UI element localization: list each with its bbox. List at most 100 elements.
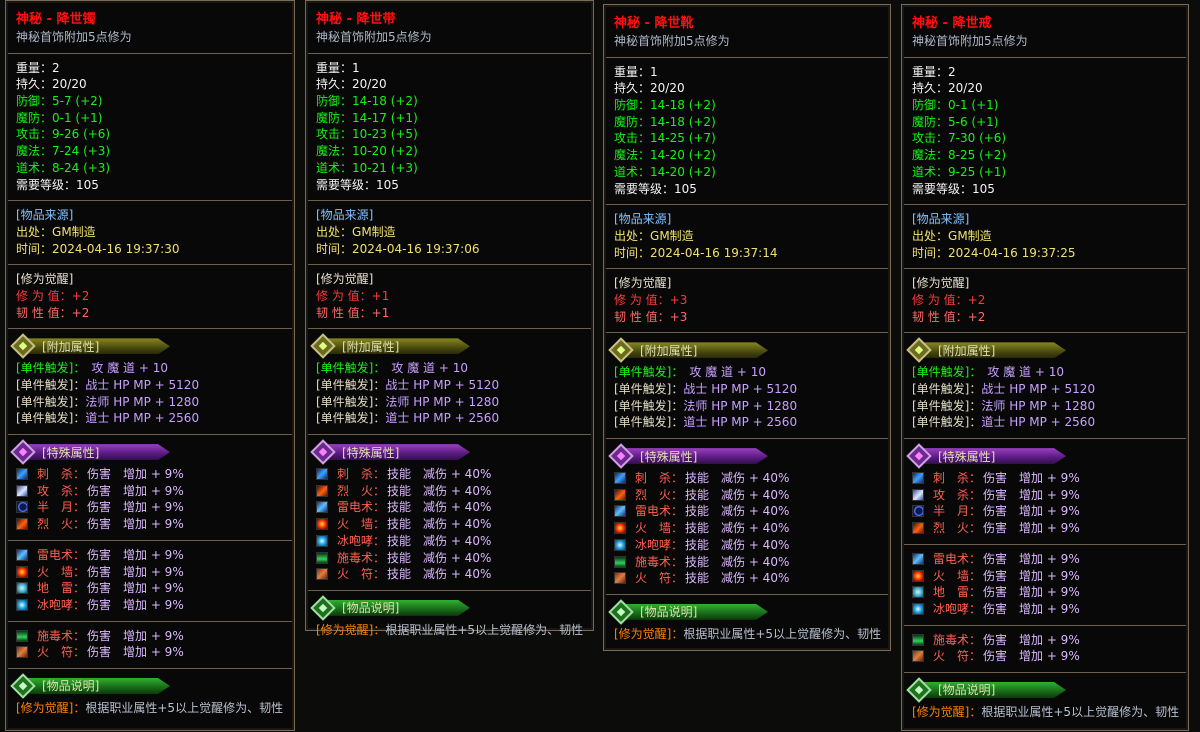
- diamond-gem-icon: [906, 677, 932, 703]
- source-origin: 出处：GM制造: [912, 228, 1180, 245]
- special-row: 烈 火： 伤害 增加 + 9%: [16, 516, 286, 533]
- text: 7-30 (+6): [948, 131, 1007, 146]
- text: 道士 HP MP + 2560: [85, 411, 200, 426]
- text: 神秘首饰附加5点修为: [912, 34, 1028, 48]
- toughness-value: +2: [967, 309, 986, 324]
- skill-value: 伤害 增加 + 9%: [983, 585, 1080, 600]
- item-subtitle: 神秘首饰附加5点修为: [16, 29, 286, 46]
- special-row: 火 墙： 技能 减伤 + 40%: [316, 516, 585, 533]
- bingpaoxiao-skill-icon: [614, 538, 626, 551]
- huoqiang-skill-icon: [912, 569, 924, 582]
- skill-name: 地 雷：: [933, 585, 982, 600]
- special-row: 火 符： 伤害 增加 + 9%: [16, 644, 286, 661]
- gongsha-skill-icon: [16, 484, 28, 497]
- text: 14-20 (+2): [650, 148, 716, 163]
- skill-value: 技能 减伤 + 40%: [685, 571, 790, 586]
- text: 持久：: [912, 81, 949, 96]
- text: 法师 HP MP + 1280: [85, 394, 200, 409]
- text: 8-25 (+2): [948, 148, 1007, 163]
- source-origin: 出处：GM制造: [614, 228, 882, 245]
- text: 重量：: [16, 60, 53, 75]
- item-tooltip-panel: 神秘 - 降世镯 神秘首饰附加5点修为 重量：2 持久：20/20 防御：5-7 (+2…: [5, 0, 295, 731]
- source-time: 时间：2024-04-16 19:37:25: [912, 245, 1180, 262]
- skill-name: 烈 火：: [37, 517, 86, 532]
- skill-value: 技能 减伤 + 40%: [685, 504, 790, 519]
- attach-row: [单件触发]：道士 HP MP + 2560: [614, 414, 882, 431]
- leidian-skill-icon: [912, 552, 924, 565]
- toughness-row: 韧 性 值：+1: [316, 305, 585, 322]
- text: 修 为 值：: [16, 288, 72, 303]
- text: 时间：: [912, 245, 949, 260]
- item-description: [修为觉醒]：根据职业属性+5以上觉醒修为、韧性: [316, 622, 585, 639]
- special-row: 刺 杀： 伤害 增加 + 9%: [16, 466, 286, 483]
- divider: [904, 438, 1186, 440]
- text: [单件触发]：: [316, 361, 380, 376]
- text: 5-7 (+2): [52, 94, 103, 109]
- text: 战士 HP MP + 5120: [683, 382, 798, 396]
- stat-magic: 魔法：14-20 (+2): [614, 147, 882, 164]
- special-row: 火 符： 伤害 增加 + 9%: [912, 648, 1180, 665]
- special-section-banner: [特殊属性]: [310, 439, 472, 465]
- dilei-skill-icon: [912, 586, 924, 599]
- banner-bar: [916, 448, 1066, 465]
- desc-section-banner: [物品说明]: [906, 677, 1068, 703]
- stat-level: 需要等级：105: [16, 177, 286, 194]
- skill-name: 冰咆哮：: [337, 533, 386, 548]
- banner-bar: [320, 599, 470, 616]
- skill-name: 冰咆哮：: [37, 597, 86, 612]
- text: [单件触发]：: [16, 411, 86, 426]
- text: 9-26 (+6): [52, 127, 111, 142]
- text: 2024-04-16 19:37:14: [650, 245, 778, 260]
- banner-label: [特殊属性]: [938, 449, 996, 464]
- diamond-gem-icon: [310, 595, 336, 621]
- text: 防御：: [16, 94, 53, 109]
- skill-name: 火 符：: [37, 645, 86, 660]
- special-row: 半 月： 伤害 增加 + 9%: [912, 503, 1180, 520]
- text: [修为觉醒]: [912, 276, 970, 291]
- text: 攻击：: [912, 131, 949, 146]
- special-row: 烈 火： 伤害 增加 + 9%: [912, 520, 1180, 537]
- text: 2024-04-16 19:37:30: [52, 241, 180, 256]
- skill-name: 雷电术：: [37, 547, 86, 562]
- toughness-row: 韧 性 值：+2: [912, 309, 1180, 326]
- item-title: 神秘 - 降世带: [316, 12, 396, 27]
- gongsha-skill-icon: [912, 488, 924, 501]
- text: [修为觉醒]: [614, 276, 672, 291]
- text: 持久：: [16, 77, 53, 92]
- text: 神秘首饰附加5点修为: [316, 30, 432, 44]
- text: [物品来源]: [316, 208, 374, 223]
- cultivation-row: 修 为 值：+2: [16, 288, 286, 305]
- stat-weight: 重量：1: [316, 60, 585, 77]
- text: 10-21 (+3): [352, 160, 418, 175]
- divider: [308, 200, 591, 202]
- banner-bar: [618, 342, 768, 359]
- stat-durability: 持久：20/20: [316, 76, 585, 93]
- text: 道术：: [16, 160, 53, 175]
- bingpaoxiao-skill-icon: [912, 602, 924, 615]
- stat-weight: 重量：2: [912, 64, 1180, 81]
- text: 道术：: [614, 164, 651, 179]
- text: 攻 魔 道 + 10: [677, 365, 766, 380]
- skill-value: 技能 减伤 + 40%: [685, 521, 790, 536]
- divider: [606, 204, 888, 206]
- divider: [606, 593, 888, 595]
- skill-name: 火 符：: [933, 649, 982, 664]
- stat-level: 需要等级：105: [912, 181, 1180, 198]
- attach-row: [单件触发]： 攻 魔 道 + 10: [912, 364, 1180, 381]
- skill-name: 烈 火：: [635, 487, 684, 502]
- divider: [904, 332, 1186, 334]
- divider: [904, 543, 1186, 545]
- toughness-row: 韧 性 值：+2: [16, 305, 286, 322]
- text: 攻 魔 道 + 10: [79, 361, 168, 376]
- divider: [8, 200, 292, 202]
- special-row: 施毒术： 技能 减伤 + 40%: [316, 550, 585, 567]
- text: 魔防：: [16, 110, 53, 125]
- text: 韧 性 值：: [316, 305, 372, 320]
- text: 1: [650, 64, 658, 79]
- skill-value: 伤害 增加 + 9%: [983, 487, 1080, 502]
- skill-value: 伤害 增加 + 9%: [983, 632, 1080, 647]
- awaken-header: [修为觉醒]: [316, 271, 585, 288]
- attach-row: [单件触发]：法师 HP MP + 1280: [614, 398, 882, 415]
- special-row: 烈 火： 技能 减伤 + 40%: [614, 487, 882, 504]
- divider: [308, 52, 591, 54]
